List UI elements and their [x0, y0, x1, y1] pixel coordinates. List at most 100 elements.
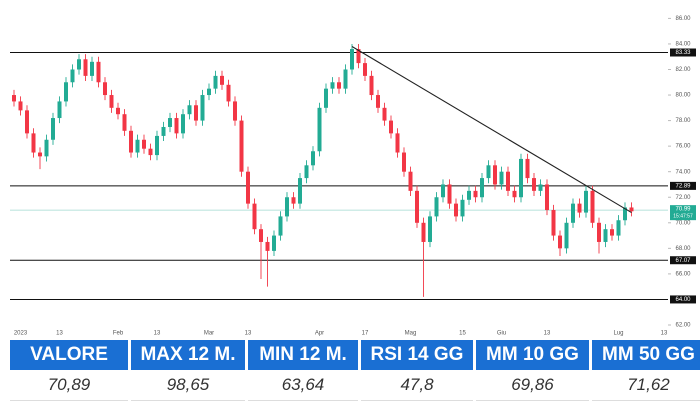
- candle-body: [155, 135, 159, 156]
- candle-body: [298, 178, 302, 204]
- table-value: 47,8: [361, 370, 473, 401]
- candle-body: [291, 197, 296, 204]
- candle-body: [259, 229, 263, 242]
- chart: 86.00 84.00 82.00 80.00 78.00 76.00 74.00 72.00…: [10, 16, 696, 337]
- table-header: MIN 12 M.: [248, 340, 358, 370]
- candle-body: [220, 75, 224, 85]
- candle-body: [545, 184, 549, 211]
- candle-body: [25, 110, 29, 134]
- candle-body: [486, 165, 491, 179]
- candle-body: [473, 190, 478, 198]
- level-label-box: [670, 295, 696, 304]
- table-value: 63,64: [248, 370, 358, 401]
- level-label: 67.07: [675, 258, 691, 264]
- last-price-label: 70.99: [675, 207, 691, 213]
- y-tick-label: 82.00: [675, 67, 691, 73]
- candle-body: [103, 82, 107, 96]
- candle-body: [603, 229, 608, 242]
- candle-body: [187, 105, 192, 115]
- candle-body: [499, 171, 504, 185]
- table-header: RSI 14 GG: [361, 340, 473, 370]
- x-tick-label: 13: [154, 331, 161, 337]
- candle-body: [610, 229, 614, 236]
- candle-body: [330, 82, 335, 89]
- x-tick-label: Apr: [315, 331, 324, 337]
- table-header: MM 50 GG: [592, 340, 700, 370]
- candle-body: [363, 63, 367, 76]
- level-label: 72.89: [675, 183, 691, 189]
- level-label-box: [670, 256, 696, 265]
- x-tick-label: 13: [245, 331, 252, 337]
- candle-body: [532, 178, 536, 191]
- candle-body: [226, 84, 231, 102]
- candle-body: [213, 75, 218, 89]
- level-label-box: [670, 48, 696, 57]
- candle-body: [304, 165, 309, 179]
- candle-body: [460, 199, 465, 217]
- candle-body: [129, 130, 133, 153]
- candle-body: [135, 139, 140, 153]
- y-tick-label: 78.00: [675, 118, 691, 124]
- countdown: 15:47:57: [673, 213, 693, 219]
- candle-body: [57, 101, 62, 119]
- candle-body: [207, 88, 211, 96]
- candle-body: [571, 203, 575, 223]
- candle-body: [415, 190, 419, 223]
- candle-body: [616, 220, 621, 236]
- candle-body: [44, 139, 49, 157]
- candle-body: [317, 107, 322, 152]
- x-tick-label: Mar: [204, 331, 214, 337]
- y-tick-label: 72.00: [675, 195, 691, 201]
- candle-body: [148, 148, 153, 156]
- candle-body: [239, 120, 244, 172]
- candle-body: [584, 190, 588, 213]
- candle-body: [389, 120, 393, 134]
- candle-body: [623, 207, 627, 221]
- candle-body: [356, 49, 361, 64]
- candle-body: [493, 165, 497, 185]
- candle-body: [421, 222, 426, 242]
- candle-body: [64, 82, 68, 102]
- x-tick-label: Feb: [113, 331, 124, 337]
- x-tick-label: 17: [362, 331, 369, 337]
- candle-body: [382, 107, 387, 121]
- candle-body: [12, 95, 16, 102]
- candle-body: [324, 88, 328, 108]
- y-tick-label: 80.00: [675, 93, 691, 99]
- candle-body: [31, 133, 36, 153]
- table-value: 70,89: [10, 370, 128, 401]
- candle-body: [551, 210, 556, 236]
- candle-body: [441, 184, 445, 198]
- candle-body: [434, 197, 439, 217]
- candle-body: [519, 158, 523, 198]
- y-tick-label: 70.00: [675, 220, 691, 226]
- stats-table: VALORE MAX 12 M. MIN 12 M. RSI 14 GG MM 10 G…: [0, 340, 700, 401]
- candle-body: [272, 235, 276, 251]
- candle-body: [285, 197, 289, 217]
- y-tick-label: 62.00: [675, 323, 691, 329]
- level-label: 64.00: [675, 297, 691, 303]
- candle-body: [597, 222, 601, 242]
- table-header: VALORE: [10, 340, 128, 370]
- candle-body: [77, 59, 81, 70]
- candle-body: [512, 190, 517, 198]
- candle-body: [402, 152, 406, 172]
- table-header: MAX 12 M.: [131, 340, 245, 370]
- candle-body: [233, 101, 237, 121]
- candle-body: [629, 207, 634, 212]
- candle-body: [200, 95, 205, 121]
- candle-body: [174, 118, 179, 134]
- x-tick-label: Lug: [613, 331, 623, 337]
- candle-body: [70, 69, 75, 83]
- candle-body: [506, 171, 510, 191]
- candle-body: [454, 203, 458, 217]
- y-tick-label: 84.00: [675, 42, 691, 48]
- x-tick-label: Mag: [405, 331, 417, 337]
- candle-body: [590, 190, 595, 223]
- candle-body: [447, 184, 452, 204]
- candle-body: [558, 235, 562, 249]
- x-tick-label: 2023: [14, 331, 28, 337]
- candle-body: [252, 203, 257, 230]
- candle-body: [525, 158, 530, 179]
